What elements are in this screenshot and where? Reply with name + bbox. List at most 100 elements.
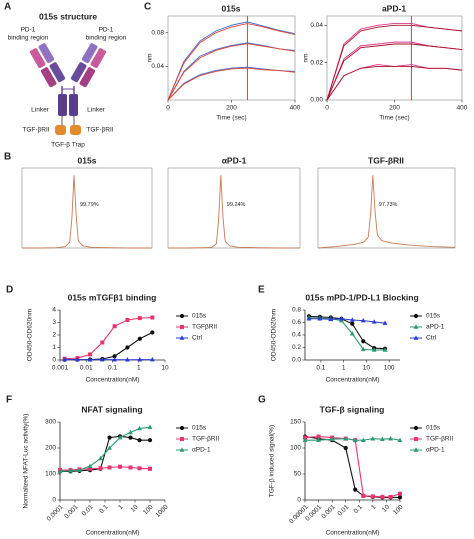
- marker: [62, 357, 68, 362]
- legend-label: 015s: [426, 313, 441, 320]
- legend-label: aPD-1: [426, 324, 445, 331]
- x-tick-label: 0.001: [63, 503, 80, 520]
- data-line: [167, 23, 296, 101]
- panel-letter: C: [144, 2, 151, 13]
- trap: [55, 125, 66, 135]
- marker: [148, 466, 152, 471]
- antibody-diagram: A 015s structure PD-1 binding region PD-…: [4, 2, 127, 149]
- data-line: [22, 175, 152, 249]
- marker: [118, 464, 122, 469]
- data-line: [167, 67, 296, 101]
- x-tick-label: 0.01: [81, 503, 95, 517]
- trap: [70, 125, 81, 135]
- x-tick-label: 10: [130, 503, 140, 513]
- marker: [380, 494, 385, 499]
- y-tick-label: 0.02: [310, 59, 323, 66]
- x-axis-label: Concentration(nM): [86, 377, 140, 384]
- annotation: 99.24%: [227, 202, 246, 208]
- marker: [370, 494, 375, 499]
- marker: [388, 494, 393, 499]
- y-tick-label: 0.08: [151, 30, 164, 37]
- marker: [112, 357, 117, 362]
- marker: [107, 445, 112, 450]
- marker: [88, 466, 92, 471]
- fit-curve: [59, 426, 151, 472]
- marker: [397, 495, 403, 500]
- marker: [137, 438, 142, 443]
- label: TGF-βRII: [86, 127, 113, 134]
- marker: [125, 318, 130, 322]
- marker: [360, 437, 366, 442]
- chart-title: 015s: [78, 155, 97, 165]
- marker: [128, 465, 133, 470]
- y-tick-label: 0.8: [292, 307, 301, 314]
- x-tick-label: 0.01: [336, 503, 350, 517]
- panel-letter: D: [6, 285, 13, 296]
- marker: [87, 463, 93, 468]
- marker: [68, 468, 73, 473]
- y-tick-label: 3: [52, 319, 56, 326]
- label: TGF-βRII: [22, 127, 49, 134]
- y-axis-label: OD450-OD620nm: [271, 309, 278, 361]
- x-tick-label: 0.1: [316, 365, 325, 372]
- x-tick-label: 100: [392, 503, 405, 516]
- fab-left: [29, 43, 66, 88]
- x-tick-label: 0: [325, 105, 329, 112]
- marker: [179, 335, 185, 340]
- marker: [117, 435, 123, 440]
- y-tick-label: 0.04: [310, 22, 323, 29]
- marker: [150, 315, 155, 320]
- marker: [98, 466, 103, 471]
- panel-letter: B: [4, 152, 11, 163]
- marker: [147, 438, 153, 443]
- label: PD-1: [21, 27, 36, 34]
- fit-curve: [308, 316, 386, 351]
- marker: [350, 321, 355, 326]
- marker: [150, 330, 155, 335]
- label: PD-1: [99, 27, 114, 34]
- y-tick-label: 0.4: [292, 332, 301, 339]
- x-tick-label: 1: [342, 365, 346, 372]
- data-line: [326, 64, 463, 101]
- marker: [125, 345, 130, 350]
- legend-label: TGF-βRII: [426, 436, 453, 443]
- x-tick-label: 1: [370, 503, 378, 511]
- marker: [361, 493, 366, 498]
- y-tick-label: 0.2: [292, 344, 301, 351]
- y-tick-label: 1: [52, 344, 56, 351]
- marker: [370, 436, 376, 441]
- marker: [147, 424, 153, 429]
- y-tick-label: 2: [52, 332, 56, 339]
- x-tick-label: 0.01: [80, 365, 93, 372]
- marker: [128, 429, 133, 435]
- x-tick-label: 0.001: [320, 503, 337, 520]
- y-tick-label: 300: [45, 419, 56, 426]
- data-line: [317, 175, 456, 249]
- x-tick-label: 10: [363, 365, 371, 372]
- chart-title: 015s mTGFβ1 binding: [68, 292, 157, 302]
- fc: [58, 94, 67, 116]
- data-line: [168, 175, 300, 249]
- marker: [413, 324, 419, 329]
- legend-label: 015s: [192, 425, 207, 432]
- marker: [77, 467, 82, 472]
- y-axis-label: nm: [147, 53, 154, 62]
- marker: [128, 435, 133, 440]
- y-axis-label: Normalized NFAT-Luc activity(%): [23, 414, 30, 509]
- legend-label: TGFβRII: [192, 324, 217, 331]
- legend-label: Ctrl: [192, 335, 203, 342]
- fc: [69, 94, 78, 116]
- marker: [180, 437, 184, 441]
- legend-label: 015s: [426, 425, 441, 432]
- x-tick-label: 0.0001: [46, 503, 65, 522]
- x-tick-label: 100: [384, 365, 395, 372]
- chart-title: TGF-βRII: [368, 155, 404, 165]
- fit-curve: [304, 436, 400, 498]
- marker: [360, 318, 366, 323]
- marker: [137, 466, 142, 471]
- marker: [57, 468, 63, 474]
- x-axis-label: Concentration(nM): [326, 377, 380, 384]
- marker: [137, 425, 142, 431]
- label: Linker: [87, 107, 106, 114]
